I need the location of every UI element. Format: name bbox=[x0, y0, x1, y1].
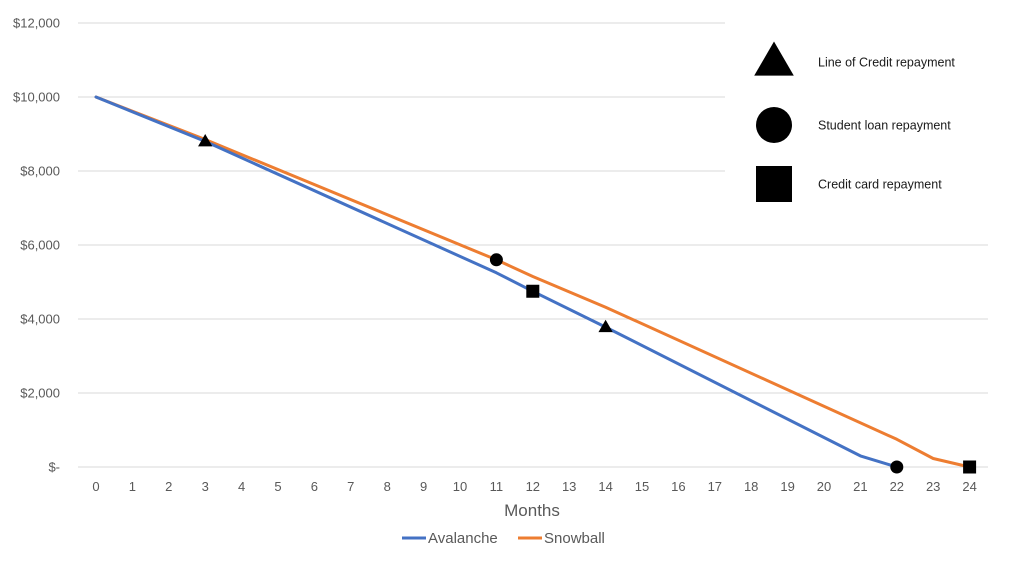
x-tick-label: 5 bbox=[274, 479, 281, 494]
x-tick-label: 16 bbox=[671, 479, 685, 494]
x-tick-label: 11 bbox=[490, 479, 504, 494]
y-tick-label: $12,000 bbox=[13, 16, 60, 31]
x-tick-label: 13 bbox=[562, 479, 576, 494]
legend-label: Snowball bbox=[544, 530, 605, 547]
x-tick-label: 14 bbox=[598, 479, 612, 494]
x-tick-label: 3 bbox=[202, 479, 209, 494]
series-line-avalanche bbox=[94, 95, 899, 469]
circle-marker bbox=[489, 253, 503, 267]
x-tick-label: 18 bbox=[744, 479, 758, 494]
x-tick-label: 10 bbox=[453, 479, 467, 494]
circle-key-icon bbox=[756, 107, 792, 143]
series-legend: Avalanche Snowball bbox=[402, 530, 605, 547]
x-tick-label: 15 bbox=[635, 479, 649, 494]
x-tick-label: 24 bbox=[962, 479, 976, 494]
x-tick-label: 6 bbox=[311, 479, 318, 494]
gridlines bbox=[78, 22, 988, 468]
marker-key-label: Line of Credit repayment bbox=[818, 56, 955, 70]
x-tick-label: 20 bbox=[817, 479, 831, 494]
y-tick-label: $6,000 bbox=[20, 238, 60, 253]
x-tick-label: 4 bbox=[238, 479, 245, 494]
x-tick-label: 19 bbox=[780, 479, 794, 494]
x-tick-label: 0 bbox=[92, 479, 99, 494]
marker-key: Line of Credit repayment Student loan rep… bbox=[754, 41, 955, 202]
series-lines bbox=[94, 95, 972, 469]
y-tick-label: $10,000 bbox=[13, 90, 60, 105]
x-tick-label: 9 bbox=[420, 479, 427, 494]
x-tick-label: 12 bbox=[526, 479, 540, 494]
y-axis-ticks: $12,000 $10,000 $8,000 $6,000 $4,000 $2,000 $- bbox=[13, 16, 60, 475]
x-axis-title: Months bbox=[504, 501, 560, 520]
circle-marker bbox=[890, 460, 904, 474]
event-markers bbox=[198, 133, 977, 474]
x-tick-label: 23 bbox=[926, 479, 940, 494]
y-tick-label: $2,000 bbox=[20, 386, 60, 401]
x-tick-label: 1 bbox=[129, 479, 136, 494]
marker-key-label: Credit card repayment bbox=[818, 178, 942, 192]
triangle-marker bbox=[598, 319, 613, 333]
marker-key-label: Student loan repayment bbox=[818, 119, 951, 133]
y-tick-label: $8,000 bbox=[20, 164, 60, 179]
x-tick-label: 21 bbox=[853, 479, 867, 494]
y-tick-label: $- bbox=[48, 460, 60, 475]
x-tick-label: 8 bbox=[384, 479, 391, 494]
x-axis-ticks: 0 1 2 3 4 5 6 7 8 9 10 11 12 13 14 15 16 17 18 19 20 21 22 23 24 bbox=[92, 479, 976, 494]
x-tick-label: 22 bbox=[890, 479, 904, 494]
x-tick-label: 7 bbox=[347, 479, 354, 494]
triangle-key-icon bbox=[754, 41, 794, 76]
square-marker bbox=[963, 460, 977, 474]
y-tick-label: $4,000 bbox=[20, 312, 60, 327]
x-tick-label: 17 bbox=[708, 479, 722, 494]
triangle-marker bbox=[198, 133, 213, 147]
x-tick-label: 2 bbox=[165, 479, 172, 494]
legend-label: Avalanche bbox=[428, 530, 498, 547]
series-line-snowball bbox=[94, 95, 972, 469]
square-marker bbox=[526, 284, 540, 298]
square-key-icon bbox=[756, 166, 792, 202]
